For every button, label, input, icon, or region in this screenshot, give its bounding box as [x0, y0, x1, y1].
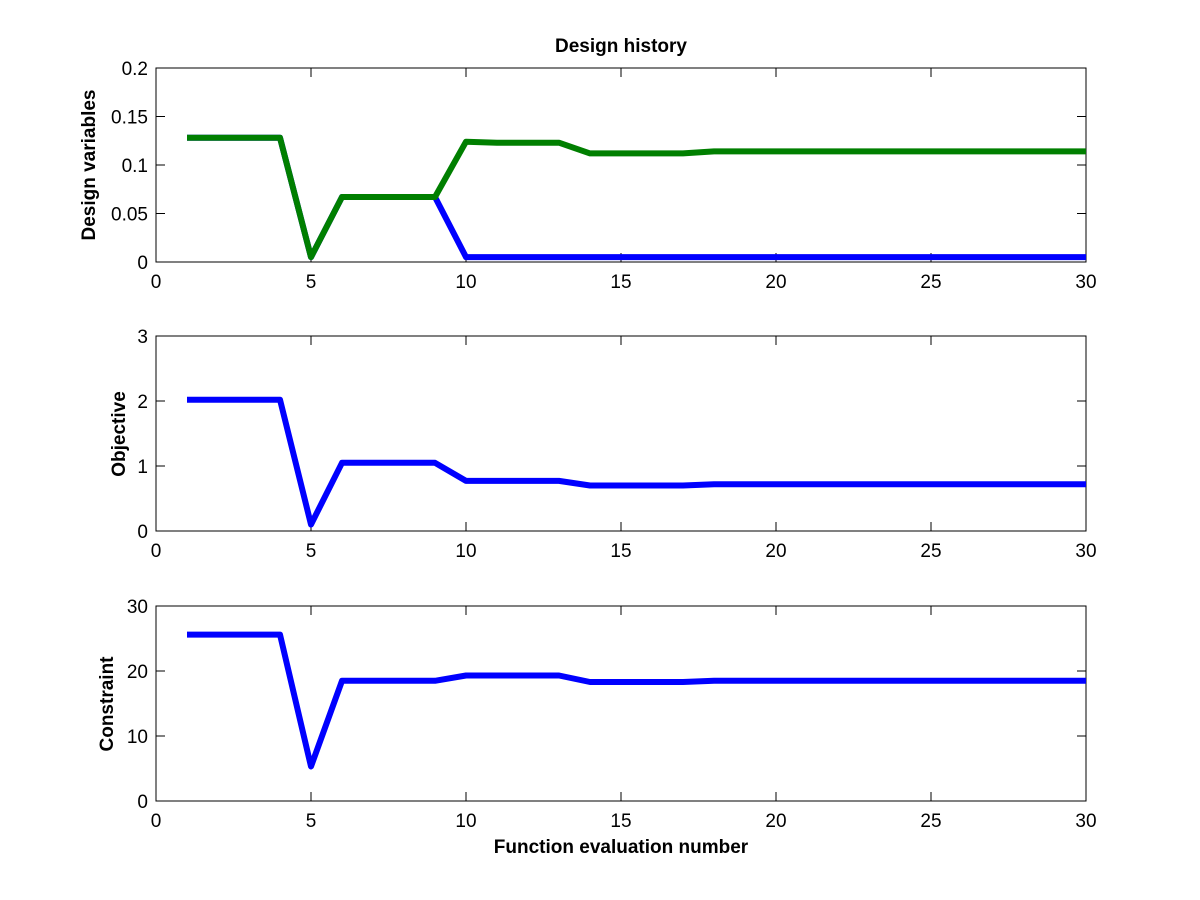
objective-x-tick-label: 5: [306, 541, 317, 562]
constraint-x-tick-label: 25: [920, 811, 941, 832]
constraint-x-tick-label: 10: [455, 811, 476, 832]
constraint-x-tick-label: 20: [765, 811, 786, 832]
design-variables-y-tick-label: 0.15: [111, 108, 148, 129]
constraint-x-tick-label: 5: [306, 811, 317, 832]
design-variables-y-tick-label: 0.05: [111, 205, 148, 226]
design-variables-y-axis-label: Design variables: [79, 89, 100, 240]
objective-series-line-1: [187, 396, 1086, 528]
design-variables-series-line-2: [187, 134, 1086, 261]
design-variables-x-tick-label: 10: [455, 272, 476, 293]
objective-axes-box: [155, 335, 1087, 532]
design-variables-axes-box: [155, 67, 1087, 263]
constraint-ticks: 0 5 10 15 20 25 30 0 10 20 30: [127, 597, 1097, 832]
objective-x-tick-label: 10: [455, 541, 476, 562]
objective-ticks: 0 5 10 15 20 25 30 0 1 2 3: [137, 327, 1096, 562]
constraint-subplot: Constraint Function evaluation number 0 5…: [97, 597, 1097, 858]
constraint-x-tick-label: 30: [1075, 811, 1096, 832]
design-variables-x-tick-label: 25: [920, 272, 941, 293]
x-axis-label: Function evaluation number: [494, 837, 749, 858]
design-variables-x-tick-label: 5: [306, 272, 317, 293]
design-variables-y-tick-label: 0.2: [122, 59, 148, 80]
objective-x-tick-label: 15: [610, 541, 631, 562]
objective-y-tick-label: 3: [137, 327, 148, 348]
constraint-y-tick-label: 0: [137, 792, 148, 813]
objective-x-tick-label: 25: [920, 541, 941, 562]
design-variables-y-tick-label: 0.1: [122, 156, 148, 177]
constraint-x-tick-label: 15: [610, 811, 631, 832]
design-variables-y-tick-label: 0: [137, 253, 148, 274]
constraint-x-tick-label: 0: [151, 811, 162, 832]
design-variables-lines: [187, 134, 1086, 261]
constraint-y-tick-label: 30: [127, 597, 148, 618]
objective-x-tick-label: 30: [1075, 541, 1096, 562]
constraint-series-line-1: [187, 631, 1086, 770]
design-variables-subplot: Design history Design variables 0 5 10 15 20…: [79, 36, 1097, 293]
constraint-y-tick-label: 10: [127, 727, 148, 748]
constraint-y-tick-label: 20: [127, 662, 148, 683]
design-variables-x-tick-label: 30: [1075, 272, 1096, 293]
objective-x-tick-label: 0: [151, 541, 162, 562]
design-variables-x-tick-label: 0: [151, 272, 162, 293]
design-variables-x-tick-label: 15: [610, 272, 631, 293]
objective-y-axis-label: Objective: [109, 391, 130, 477]
design-variables-x-tick-label: 20: [765, 272, 786, 293]
chart-title: Design history: [555, 36, 687, 57]
objective-lines: [187, 396, 1086, 528]
objective-y-tick-label: 1: [137, 457, 148, 478]
objective-x-tick-label: 20: [765, 541, 786, 562]
constraint-y-axis-label: Constraint: [97, 656, 118, 752]
objective-y-tick-label: 2: [137, 392, 148, 413]
constraint-lines: [187, 631, 1086, 770]
objective-y-tick-label: 0: [137, 522, 148, 543]
objective-subplot: Objective 0 5 10 15 20 25 30 0 1 2 3: [109, 327, 1097, 562]
